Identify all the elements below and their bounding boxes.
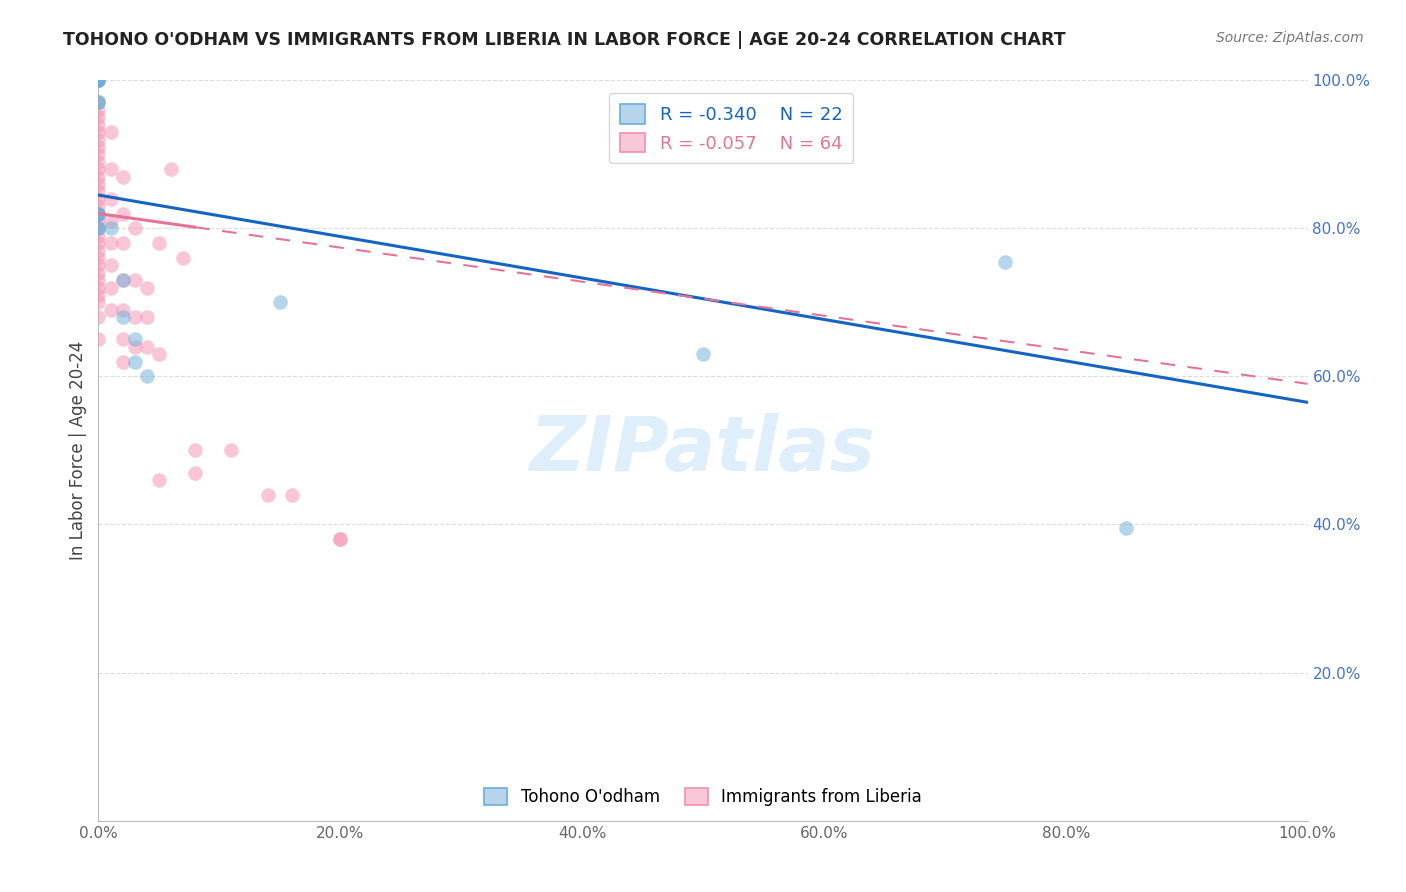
Point [87, 206, 110, 220]
Point [111, 310, 134, 325]
Point [100, 192, 122, 206]
Point [87, 221, 110, 235]
Point [87, 221, 110, 235]
Point [100, 259, 122, 273]
Point [87, 332, 110, 346]
Point [87, 310, 110, 325]
Point [256, 488, 278, 502]
Point [100, 162, 122, 177]
Point [100, 125, 122, 139]
Point [111, 302, 134, 317]
Point [148, 473, 170, 487]
Point [100, 302, 122, 317]
Point [87, 184, 110, 198]
Point [87, 259, 110, 273]
Text: TOHONO O'ODHAM VS IMMIGRANTS FROM LIBERIA IN LABOR FORCE | AGE 20-24 CORRELATION: TOHONO O'ODHAM VS IMMIGRANTS FROM LIBERI… [63, 31, 1066, 49]
Point [281, 488, 304, 502]
Point [111, 273, 134, 287]
Point [148, 347, 170, 361]
Point [1115, 521, 1137, 535]
Point [87, 251, 110, 265]
Point [87, 221, 110, 235]
Point [87, 73, 110, 87]
Point [269, 295, 291, 310]
Point [87, 162, 110, 177]
Point [87, 214, 110, 228]
Point [87, 132, 110, 146]
Point [87, 73, 110, 87]
Point [111, 354, 134, 368]
Point [221, 443, 243, 458]
Point [135, 340, 157, 354]
Point [87, 103, 110, 117]
Point [87, 125, 110, 139]
Point [87, 111, 110, 125]
Point [87, 95, 110, 110]
Point [124, 332, 146, 346]
Point [184, 466, 207, 480]
Point [87, 73, 110, 87]
Point [87, 73, 110, 87]
Point [111, 169, 134, 184]
Point [100, 280, 122, 294]
Point [87, 73, 110, 87]
Point [160, 162, 183, 177]
Point [87, 295, 110, 310]
Point [124, 273, 146, 287]
Point [148, 236, 170, 251]
Point [87, 177, 110, 191]
Point [124, 221, 146, 235]
Point [87, 95, 110, 110]
Point [100, 214, 122, 228]
Point [124, 310, 146, 325]
Point [87, 95, 110, 110]
Point [87, 288, 110, 302]
Point [87, 228, 110, 243]
Text: ZIPatlas: ZIPatlas [530, 414, 876, 487]
Point [87, 206, 110, 220]
Legend: Tohono O'odham, Immigrants from Liberia: Tohono O'odham, Immigrants from Liberia [477, 781, 929, 813]
Point [111, 332, 134, 346]
Point [100, 236, 122, 251]
Point [87, 199, 110, 213]
Point [87, 140, 110, 154]
Point [87, 154, 110, 169]
Y-axis label: In Labor Force | Age 20-24: In Labor Force | Age 20-24 [69, 341, 87, 560]
Point [124, 354, 146, 368]
Point [87, 206, 110, 220]
Point [87, 192, 110, 206]
Point [172, 251, 194, 265]
Point [87, 118, 110, 132]
Point [692, 347, 714, 361]
Point [87, 147, 110, 161]
Point [329, 533, 352, 547]
Point [135, 369, 157, 384]
Point [87, 236, 110, 251]
Point [87, 273, 110, 287]
Point [87, 244, 110, 258]
Point [135, 280, 157, 294]
Point [87, 280, 110, 294]
Point [87, 169, 110, 184]
Point [111, 206, 134, 220]
Point [87, 266, 110, 280]
Point [100, 221, 122, 235]
Point [87, 206, 110, 220]
Point [111, 273, 134, 287]
Point [135, 310, 157, 325]
Point [329, 533, 352, 547]
Point [124, 340, 146, 354]
Point [111, 236, 134, 251]
Point [994, 254, 1017, 268]
Text: Source: ZipAtlas.com: Source: ZipAtlas.com [1216, 31, 1364, 45]
Point [184, 443, 207, 458]
